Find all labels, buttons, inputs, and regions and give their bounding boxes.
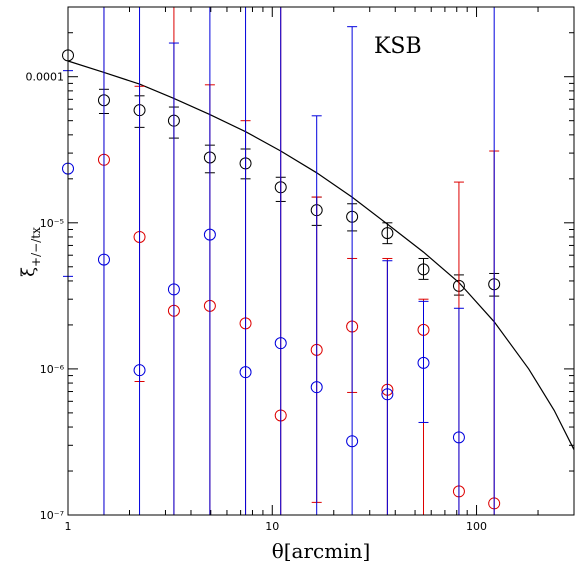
- y-tick-label: 10⁻⁵: [40, 217, 64, 230]
- data-point: [381, 388, 394, 401]
- svg-text:ξ+/−/tx: ξ+/−/tx: [18, 227, 43, 277]
- x-tick-label: 1: [65, 520, 72, 533]
- y-axis-title: ξ+/−/tx: [18, 227, 43, 277]
- y-axis-title-main: ξ: [18, 267, 39, 277]
- y-axis-title-sub: +/−/tx: [29, 227, 43, 267]
- series-1: [97, 7, 501, 515]
- x-tick-label: 10: [265, 520, 279, 533]
- data-point: [133, 364, 146, 377]
- chart-annotation: KSB: [374, 34, 422, 59]
- series-layer: [62, 7, 501, 515]
- data-point: [417, 356, 430, 369]
- ticks-layer: 1 10 100 10⁻⁷ 10⁻⁶ 10⁻⁵ 0.0001: [26, 7, 575, 533]
- data-point: [203, 228, 216, 241]
- data-point: [274, 337, 287, 350]
- y-tick-label: 10⁻⁶: [40, 363, 65, 376]
- data-point: [346, 435, 359, 448]
- data-point: [97, 253, 110, 266]
- model-layer: [67, 60, 575, 450]
- series-2: [62, 7, 495, 515]
- plot-frame: [67, 6, 575, 516]
- y-tick-label: 0.0001: [26, 71, 65, 84]
- axes-layer: [67, 6, 575, 516]
- data-point: [167, 283, 180, 296]
- x-tick-label: 100: [466, 520, 487, 533]
- data-point: [239, 366, 252, 379]
- data-point: [310, 381, 323, 394]
- data-point: [452, 431, 465, 444]
- data-point: [381, 227, 394, 240]
- x-axis-title: θ[arcmin]: [272, 539, 371, 563]
- data-point: [417, 263, 430, 276]
- y-tick-label: 10⁻⁷: [40, 509, 64, 522]
- model-curve: [67, 60, 575, 450]
